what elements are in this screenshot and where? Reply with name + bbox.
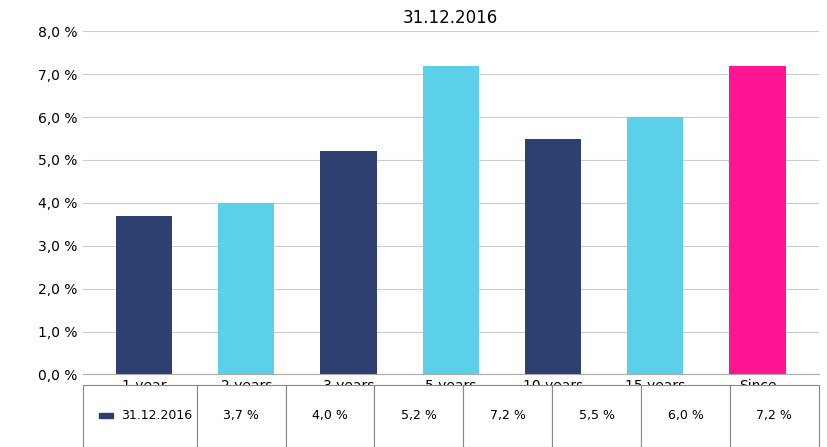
- Bar: [423, 66, 479, 375]
- Title: 31.12.2016: 31.12.2016: [403, 9, 499, 27]
- Bar: [116, 216, 172, 375]
- Bar: [99, 413, 112, 418]
- Text: 31.12.2016: 31.12.2016: [122, 409, 193, 422]
- Bar: [627, 117, 683, 375]
- Bar: [729, 66, 786, 375]
- Bar: [320, 152, 376, 375]
- Bar: [218, 203, 275, 375]
- Bar: [525, 139, 581, 375]
